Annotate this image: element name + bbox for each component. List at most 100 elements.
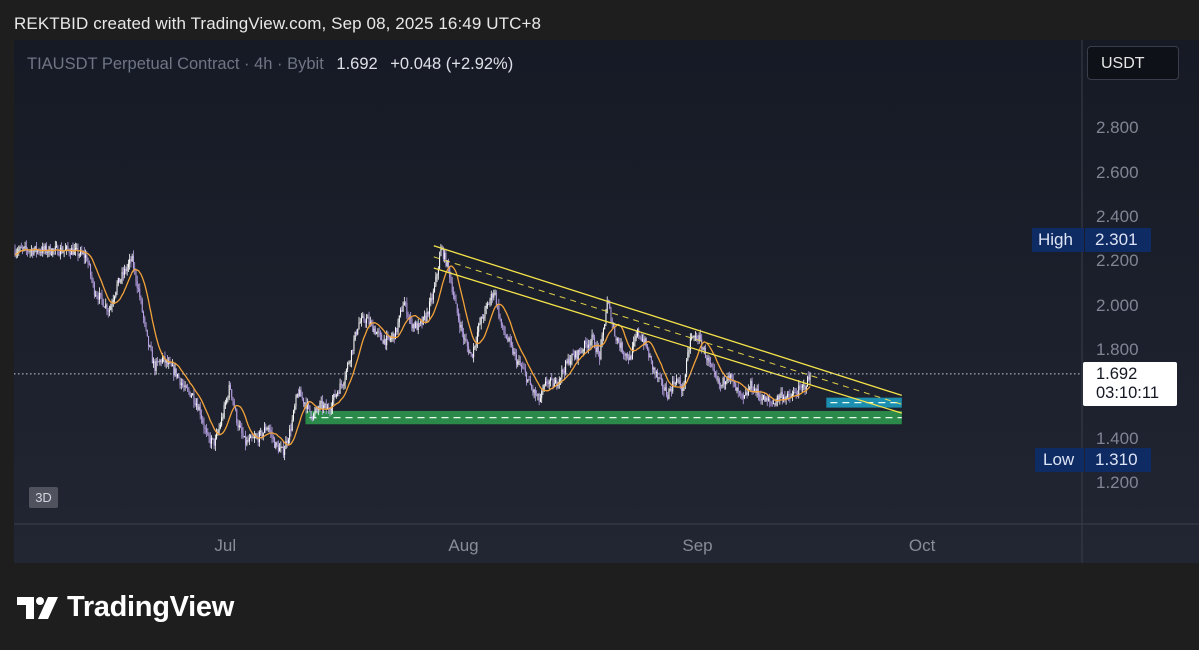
candle-body [395, 328, 397, 340]
candle-body [299, 389, 301, 397]
candle-body [585, 341, 587, 345]
price-change-value: +0.048 (+2.92%) [390, 55, 514, 73]
candle-body [799, 385, 801, 387]
candle-body [576, 351, 578, 360]
candle-body [318, 409, 320, 410]
candle-body [19, 247, 21, 250]
candle-body [277, 445, 279, 452]
candle-body [109, 309, 110, 312]
candle-body [284, 448, 286, 455]
candle-body [373, 328, 375, 332]
candle-body [304, 402, 306, 404]
candle-body [379, 332, 381, 335]
candle-body [460, 324, 462, 328]
candle-body [532, 388, 534, 393]
candle-body [476, 332, 478, 343]
candle-body [54, 246, 56, 250]
candle-body [78, 254, 80, 256]
candle-body [131, 255, 133, 262]
candle-body [183, 385, 185, 387]
candle-body [168, 362, 170, 365]
tradingview-wordmark: TradingView [67, 590, 234, 623]
candle-body [756, 388, 758, 394]
candle-body [786, 394, 788, 398]
candle-body [766, 397, 768, 401]
candle-body [716, 375, 718, 380]
candle-body [682, 385, 684, 392]
low-value-tag: 1.310 [1085, 448, 1151, 472]
candle-body [578, 350, 580, 353]
candle-body [556, 380, 558, 387]
candle-body [586, 344, 588, 348]
candle-body [551, 378, 553, 380]
candle-body [435, 276, 437, 286]
candle-body [761, 399, 763, 401]
candle-body [333, 394, 335, 401]
upper-trendline [433, 245, 903, 397]
candle-body [767, 399, 769, 401]
candle-body [678, 380, 680, 382]
candle-body [37, 250, 39, 252]
candle-body [616, 338, 618, 341]
candle-body [592, 334, 594, 338]
candle-body [292, 410, 294, 420]
candle-body [285, 440, 287, 449]
candle-body [487, 304, 488, 306]
candle-body [224, 403, 226, 406]
candle-body [677, 379, 679, 382]
candle-body [372, 322, 374, 332]
candle-body [352, 350, 354, 352]
candle-body [742, 395, 744, 399]
candle-body [198, 406, 200, 411]
candle-body [456, 303, 458, 313]
candle-body [332, 400, 334, 409]
candle-body [185, 385, 187, 388]
candle-body [309, 405, 311, 412]
candle-body [425, 315, 427, 322]
candle-body [132, 255, 134, 269]
candle-body [615, 336, 617, 341]
candle-body [303, 398, 305, 404]
candle-body [641, 339, 643, 341]
range-3d-button[interactable]: 3D [29, 487, 58, 508]
tradingview-logo: TradingView [17, 590, 234, 624]
candle-body [648, 349, 650, 358]
candle-body [659, 377, 661, 379]
candle-body [445, 252, 447, 267]
candle-body [463, 332, 465, 339]
candle-body [23, 247, 25, 249]
candle-body [265, 427, 267, 431]
candle-body [555, 380, 557, 384]
candle-body [326, 407, 328, 410]
candle-body [720, 385, 722, 387]
candle-body [209, 437, 211, 444]
candle-body [32, 249, 34, 255]
candle-body [620, 342, 622, 348]
candle-body [206, 428, 208, 433]
candle-body [258, 432, 260, 443]
candle-body [402, 305, 404, 312]
candle-body [67, 246, 69, 250]
candle-body [227, 397, 229, 399]
candle-body [177, 374, 179, 377]
candle-body [164, 356, 166, 363]
candle-body [606, 300, 608, 314]
candle-body [754, 388, 756, 393]
high-label-tag: High [1032, 228, 1084, 252]
candle-body [289, 429, 291, 440]
candle-body [609, 302, 611, 309]
candle-body [667, 395, 669, 400]
candle-body [531, 385, 533, 389]
candle-body [712, 366, 714, 370]
candle-body [536, 395, 538, 397]
candle-body [223, 405, 225, 418]
candle-body [664, 387, 666, 391]
candle-body [663, 388, 665, 391]
candle-body [744, 395, 746, 399]
currency-unit-button[interactable]: USDT [1087, 46, 1179, 80]
candle-body [503, 325, 505, 333]
candle-body [417, 323, 419, 331]
candle-body [261, 431, 263, 437]
candle-body [479, 323, 481, 325]
